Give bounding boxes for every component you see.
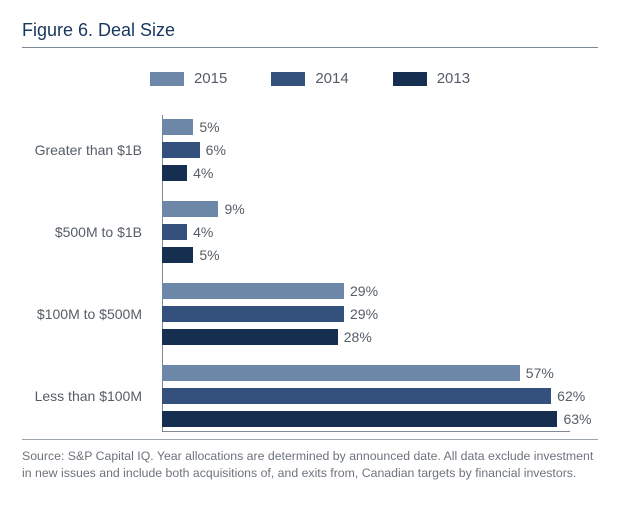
bar-value-label: 6% bbox=[206, 142, 226, 158]
title-rule bbox=[22, 47, 598, 48]
legend-item: 2014 bbox=[271, 70, 348, 87]
category-group: Greater than $1B 5% 6% 4% bbox=[22, 119, 598, 181]
bar-value-label: 5% bbox=[199, 247, 219, 263]
footnote: Source: S&P Capital IQ. Year allocations… bbox=[22, 439, 598, 481]
figure-title: Figure 6. Deal Size bbox=[22, 20, 598, 41]
bar bbox=[162, 201, 218, 217]
bar-value-label: 28% bbox=[344, 329, 372, 345]
bar bbox=[162, 365, 520, 381]
legend-label: 2013 bbox=[437, 70, 470, 87]
legend-swatch bbox=[271, 72, 305, 86]
category-label: $100M to $500M bbox=[22, 306, 142, 322]
bar-value-label: 9% bbox=[224, 201, 244, 217]
category-group: $500M to $1B 9% 4% 5% bbox=[22, 201, 598, 263]
category-group: $100M to $500M 29% 29% 28% bbox=[22, 283, 598, 345]
legend-swatch bbox=[393, 72, 427, 86]
bar bbox=[162, 119, 193, 135]
legend-swatch bbox=[150, 72, 184, 86]
bar bbox=[162, 165, 187, 181]
category-label: Greater than $1B bbox=[22, 142, 142, 158]
bar bbox=[162, 247, 193, 263]
bar-value-label: 62% bbox=[557, 388, 585, 404]
bar bbox=[162, 283, 344, 299]
bar-value-label: 63% bbox=[563, 411, 591, 427]
bar-value-label: 29% bbox=[350, 283, 378, 299]
bar bbox=[162, 142, 200, 158]
bar-value-label: 4% bbox=[193, 165, 213, 181]
legend-item: 2013 bbox=[393, 70, 470, 87]
bar-value-label: 5% bbox=[199, 119, 219, 135]
legend-item: 2015 bbox=[150, 70, 227, 87]
bar bbox=[162, 224, 187, 240]
category-label: $500M to $1B bbox=[22, 224, 142, 240]
chart-area: Greater than $1B 5% 6% 4% $500M to $1B 9% 4% 5%… bbox=[22, 115, 598, 431]
legend: 2015 2014 2013 bbox=[22, 70, 598, 87]
x-axis bbox=[162, 431, 570, 432]
legend-label: 2014 bbox=[315, 70, 348, 87]
bar-value-label: 4% bbox=[193, 224, 213, 240]
legend-label: 2015 bbox=[194, 70, 227, 87]
figure-container: Figure 6. Deal Size 2015 2014 2013 Greater… bbox=[0, 0, 620, 481]
bar bbox=[162, 329, 338, 345]
category-group: Less than $100M 57%62% 63% bbox=[22, 365, 598, 427]
bar bbox=[162, 411, 557, 427]
bar bbox=[162, 306, 344, 322]
bar bbox=[162, 388, 551, 404]
bar-value-label: 29% bbox=[350, 306, 378, 322]
category-label: Less than $100M bbox=[22, 388, 142, 404]
bar-value-label: 57% bbox=[526, 365, 554, 381]
